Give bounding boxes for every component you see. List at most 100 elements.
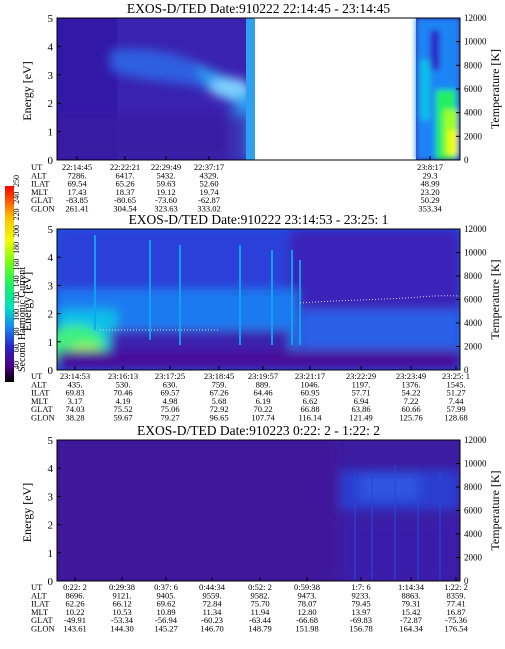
table-cell-mlt: 11.34: [203, 607, 223, 617]
table-cell-alt: 6417.: [115, 170, 134, 180]
y-tick-label: 5: [48, 224, 54, 236]
table-row-label: ALT: [31, 170, 48, 180]
colorbar-tick-label: 200: [12, 225, 21, 237]
table-cell-alt: 889.: [256, 379, 271, 389]
table-row-label: GLON: [31, 624, 55, 634]
table-cell-ut: 23:21:17: [295, 371, 325, 381]
table-row-label: GLAT: [31, 195, 54, 205]
table-cell-ut: 0:44:34: [199, 582, 226, 592]
table-row-label: ALT: [31, 590, 48, 600]
table-cell-alt: 1197.: [352, 379, 371, 389]
colorbar-tick-label: 160: [12, 259, 21, 271]
table-cell-ut: 23:8:17: [417, 162, 443, 172]
table-cell-glon: 333.02: [197, 204, 220, 214]
colorbar-tick-label: 180: [12, 242, 21, 254]
panel-3-heatmap: [57, 440, 460, 581]
table-cell-glat: -56.94: [155, 615, 178, 625]
table-cell-alt: 530.: [116, 379, 131, 389]
panel-3: EXOS-D/TED Date:910223 0:22: 2 - 1:22: 2…: [20, 423, 502, 634]
y2-tick-label: 12000: [464, 435, 487, 445]
table-cell-glat: -69.83: [350, 615, 372, 625]
table-cell-mlt: 10.22: [65, 607, 84, 617]
table-cell-alt: 7286.: [67, 170, 86, 180]
table-cell-alt: 9233.: [351, 590, 370, 600]
table-cell-glon: 107.74: [251, 413, 275, 423]
table-cell-ilat: 69.83: [65, 388, 84, 398]
table-cell-glat: 75.06: [160, 404, 179, 414]
colorbar-tick-label: 40: [12, 361, 21, 369]
table-row-label: ILAT: [31, 388, 50, 398]
y2-tick-label: 6000: [464, 295, 483, 305]
table-cell-glon: 38.28: [65, 413, 84, 423]
table-cell-alt: 29.3: [423, 170, 438, 180]
table-cell-mlt: 4.98: [163, 396, 178, 406]
y-tick-label: 3: [48, 280, 54, 292]
table-cell-mlt: 19.74: [199, 187, 219, 197]
y-tick-label: 4: [48, 463, 54, 475]
y2-tick-label: 4000: [464, 108, 483, 118]
table-cell-ut: 1:7: 6: [351, 582, 371, 592]
y2-tick-label: 8000: [464, 482, 483, 492]
table-cell-ilat: 62.26: [65, 599, 84, 609]
table-cell-glat: 63.86: [351, 404, 370, 414]
table-cell-mlt: 5.68: [212, 396, 227, 406]
table-cell-mlt: 6.19: [256, 396, 271, 406]
y2-tick-label: 4000: [464, 318, 483, 328]
table-cell-mlt: 4.19: [116, 396, 131, 406]
table-cell-glat: -73.60: [155, 195, 177, 205]
y-tick-label: 2: [48, 98, 54, 110]
table-cell-mlt: 7.44: [449, 396, 465, 406]
table-cell-alt: 630.: [163, 379, 178, 389]
panel-title: EXOS-D/TED Date:910222 23:14:53 - 23:25:…: [129, 212, 389, 227]
table-cell-mlt: 10.53: [112, 607, 131, 617]
table-row-label: UT: [31, 582, 43, 592]
table-cell-ut: 22:14:45: [62, 162, 92, 172]
y-axis-label: Energy [eV]: [20, 272, 34, 331]
table-cell-ut: 0:52: 2: [248, 582, 272, 592]
table-cell-ilat: 66.12: [112, 599, 131, 609]
y-tick-label: 4: [48, 252, 54, 264]
y2-tick-label: 8000: [464, 271, 483, 281]
table-cell-ilat: 65.26: [115, 179, 134, 189]
panel-title: EXOS-D/TED Date:910222 22:14:45 - 23:14:…: [127, 1, 390, 16]
table-cell-glon: 148.79: [248, 624, 271, 634]
table-cell-ut: 23:25: 1: [442, 371, 470, 381]
table-cell-ilat: 51.27: [446, 388, 465, 398]
table-cell-glat: 74.03: [65, 404, 84, 414]
table-cell-glon: 144.30: [110, 624, 133, 634]
table-cell-ilat: 75.70: [250, 599, 269, 609]
table-cell-glon: 323.63: [154, 204, 177, 214]
table-cell-mlt: 18.37: [115, 187, 134, 197]
table-row-label: GLON: [31, 204, 55, 214]
y-tick-label: 5: [48, 13, 54, 25]
table-cell-glat: 50.29: [420, 195, 439, 205]
table-cell-mlt: 12.80: [297, 607, 316, 617]
y2-tick-label: 2000: [464, 342, 483, 352]
table-cell-glon: 79.27: [160, 413, 179, 423]
table-cell-ilat: 77.41: [446, 599, 465, 609]
table-cell-mlt: 17.43: [67, 187, 86, 197]
colorbar-tick-label: 220: [12, 208, 21, 220]
table-cell-ut: 23:22:29: [346, 371, 376, 381]
y2-tick-label: 12000: [464, 224, 487, 234]
y2-tick-label: 4000: [464, 529, 483, 539]
table-cell-glat: -75.36: [445, 615, 467, 625]
table-cell-ut: 23:17:25: [155, 371, 185, 381]
y-axis-label: Energy [eV]: [20, 483, 34, 542]
table-cell-ut: 23:14:53: [60, 371, 90, 381]
y2-tick-label: 0: [464, 155, 469, 165]
table-cell-alt: 8863.: [401, 590, 420, 600]
y2-tick-label: 10000: [464, 248, 487, 258]
table-row-label: MLT: [31, 187, 49, 197]
table-cell-alt: 9473.: [297, 590, 316, 600]
table-cell-ut: 23:18:45: [204, 371, 234, 381]
table-cell-ut: 0:59:38: [294, 582, 320, 592]
table-cell-alt: 9582.: [250, 590, 269, 600]
table-cell-ilat: 70.46: [113, 388, 132, 398]
table-cell-ilat: 72.84: [202, 599, 222, 609]
panel-title: EXOS-D/TED Date:910223 0:22: 2 - 1:22: 2: [137, 423, 380, 438]
table-cell-glon: 176.54: [444, 624, 468, 634]
table-cell-ut: 1:14:34: [398, 582, 425, 592]
table-cell-alt: 9559.: [202, 590, 221, 600]
